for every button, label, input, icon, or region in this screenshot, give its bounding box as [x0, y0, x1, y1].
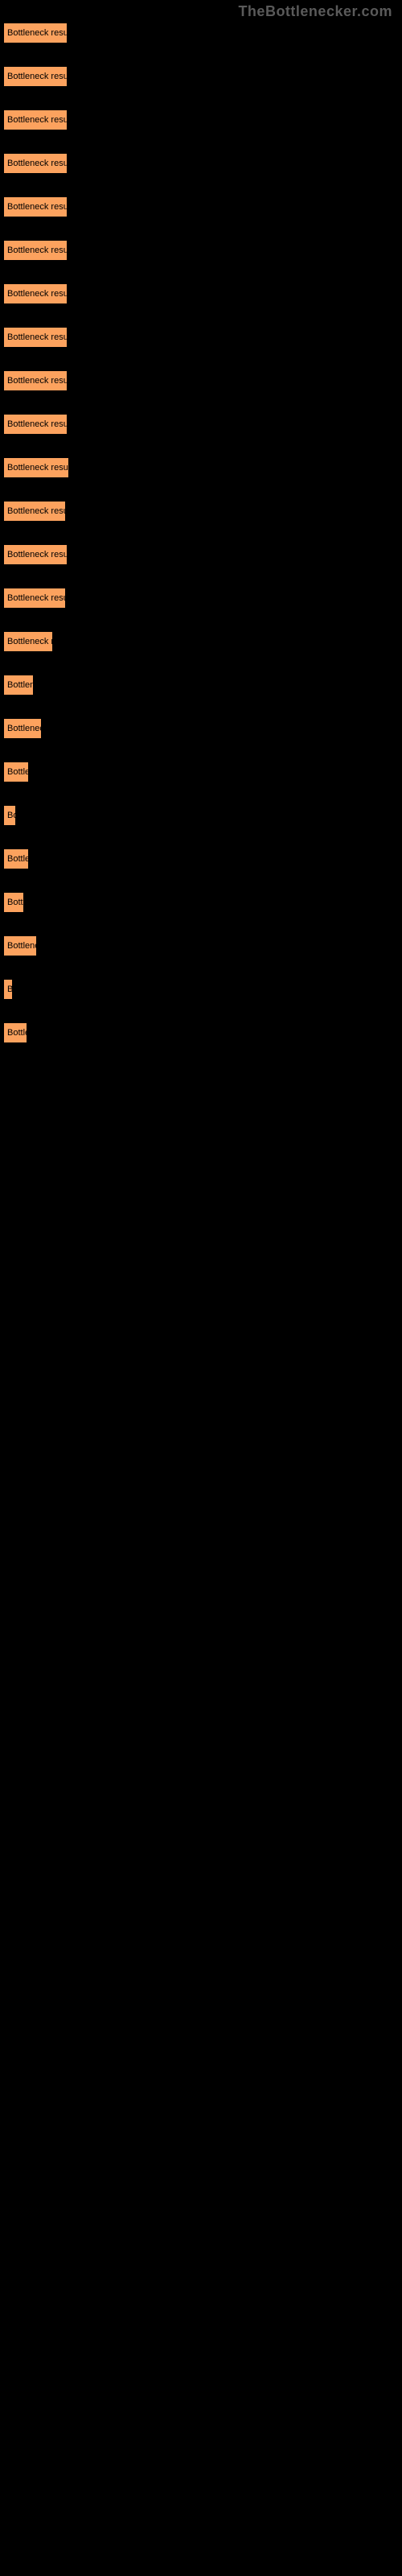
- bottleneck-result-link[interactable]: Bottleneck result: [3, 283, 68, 304]
- results-list: Bottleneck result Bottleneck result Bottle…: [0, 0, 402, 1043]
- bottleneck-result-link[interactable]: Bottleneck result: [3, 892, 24, 913]
- bottleneck-result-link[interactable]: Bottleneck result: [3, 370, 68, 391]
- bottleneck-result-link[interactable]: Bottleneck result: [3, 240, 68, 261]
- bottleneck-result-link[interactable]: Bottleneck result: [3, 805, 16, 826]
- bottleneck-result-link[interactable]: Bottleneck result: [3, 153, 68, 174]
- bottleneck-result-link[interactable]: Bottleneck result: [3, 935, 37, 956]
- bottleneck-result-link[interactable]: Bottleneck result: [3, 631, 53, 652]
- bottleneck-result-link[interactable]: Bottleneck result: [3, 196, 68, 217]
- bottleneck-result-link[interactable]: Bottleneck result: [3, 23, 68, 43]
- bottleneck-result-link[interactable]: Bottleneck result: [3, 588, 66, 609]
- bottleneck-result-link[interactable]: Bottleneck result: [3, 675, 34, 696]
- bottleneck-result-link[interactable]: Bottleneck result: [3, 66, 68, 87]
- bottleneck-result-link[interactable]: Bottleneck result: [3, 848, 29, 869]
- bottleneck-result-link[interactable]: Bottleneck result: [3, 979, 13, 1000]
- bottleneck-result-link[interactable]: Bottleneck result: [3, 327, 68, 348]
- watermark-text: TheBottlenecker.com: [238, 3, 392, 20]
- bottleneck-result-link[interactable]: Bottleneck result: [3, 501, 66, 522]
- bottleneck-result-link[interactable]: Bottleneck result: [3, 109, 68, 130]
- bottleneck-result-link[interactable]: Bottleneck result: [3, 414, 68, 435]
- bottleneck-result-link[interactable]: Bottleneck result: [3, 457, 69, 478]
- bottleneck-result-link[interactable]: Bottleneck result: [3, 762, 29, 782]
- bottleneck-result-link[interactable]: Bottleneck result: [3, 718, 42, 739]
- bottleneck-result-link[interactable]: Bottleneck result: [3, 1022, 27, 1043]
- bottleneck-result-link[interactable]: Bottleneck result: [3, 544, 68, 565]
